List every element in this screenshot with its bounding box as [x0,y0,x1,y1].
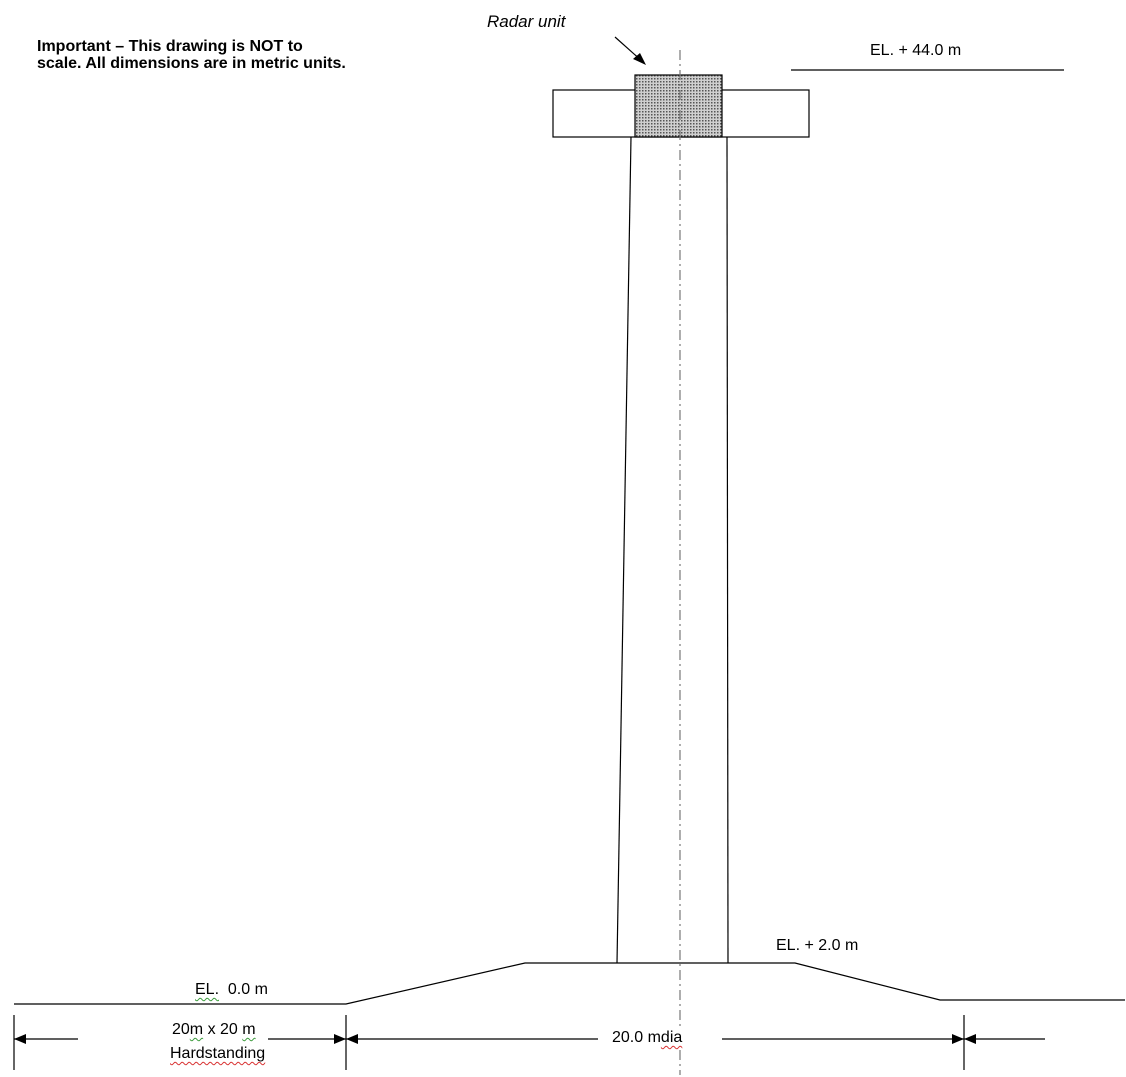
base-diameter-label: 20.0 mdia [610,1029,685,1047]
hardstanding-arrowhead-left [14,1034,26,1044]
base-diameter-value: 20.0 m [612,1029,661,1046]
ground-elevation-value: 0.0 m [227,981,268,998]
hardstanding-size-unit1: m [189,1021,204,1038]
hardstanding-size-mid: x 20 [207,1021,238,1038]
ground-elevation-label: EL. 0.0 m [195,981,268,999]
hardstanding-arrowhead-right [334,1034,346,1044]
radar-unit-label: Radar unit [487,12,566,31]
ground-profile [14,962,1125,1005]
hardstanding-size-label: 20m x 20 m [170,1021,258,1039]
hardstanding-size-num1: 20 [172,1021,190,1038]
tower-shaft-right-edge [726,136,729,964]
top-elevation-label: EL. + 44.0 m [870,42,962,59]
hardstanding-size-unit2: m [242,1021,256,1038]
radar-unit [634,74,723,138]
diameter-arrowhead-right [952,1034,964,1044]
scale-note-line2: scale. All dimensions are in metric unit… [37,55,346,72]
platform-elevation-label: EL. + 2.0 m [776,937,859,954]
scale-note-line1: Important – This drawing is NOT to [37,38,303,55]
hardstanding-label: Hardstanding [170,1045,266,1062]
ground-elevation-prefix: EL. [195,981,220,998]
base-diameter-unit: dia [660,1029,683,1046]
radar-pointer-arrowhead [633,53,646,65]
tower-shaft-left-edge [616,136,632,964]
